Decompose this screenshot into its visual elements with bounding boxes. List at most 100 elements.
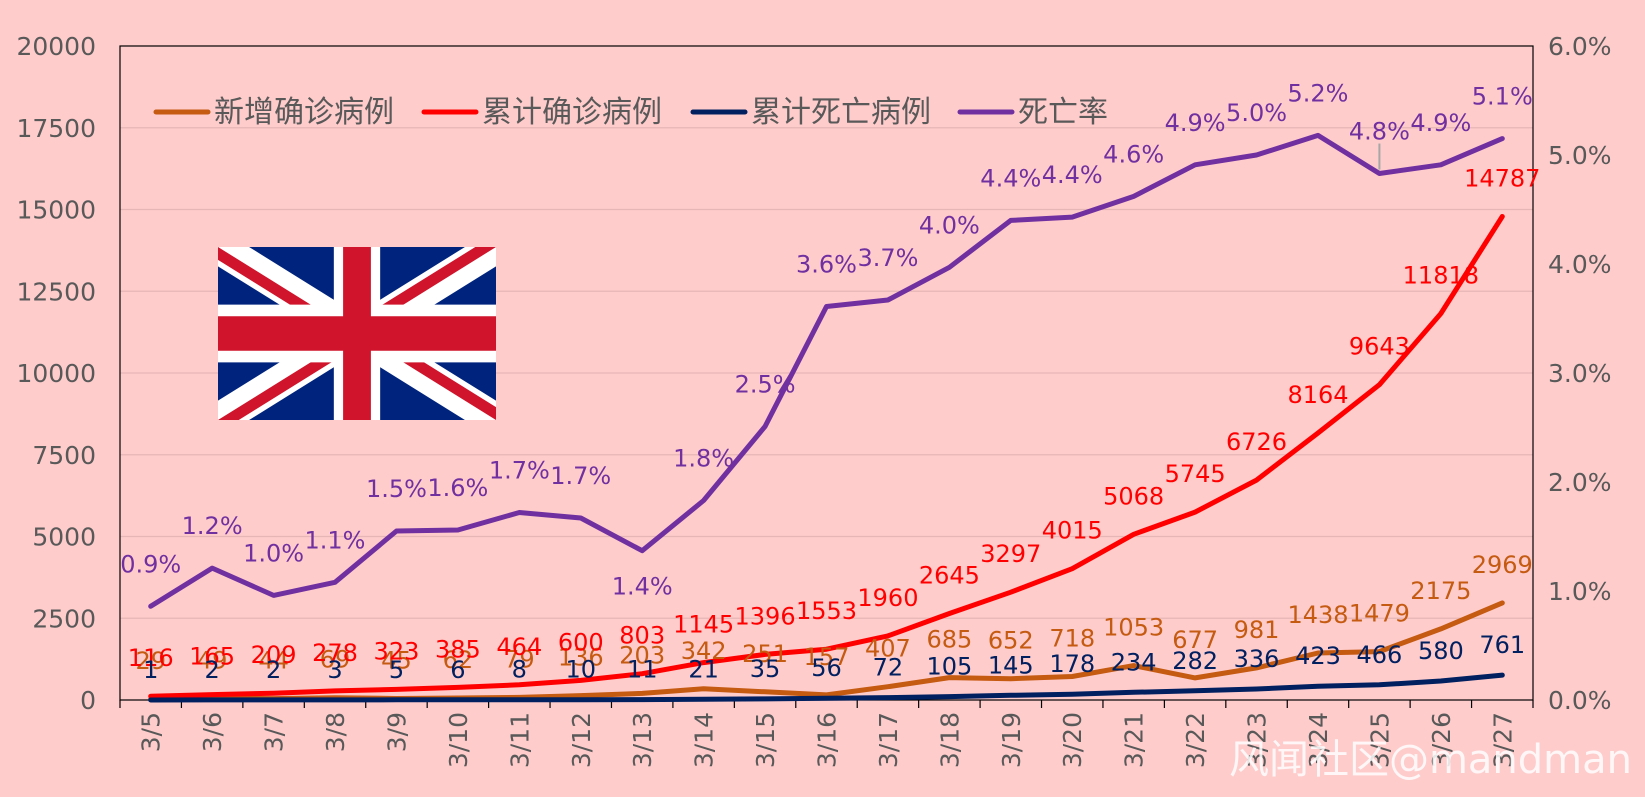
y-left-tick-label: 7500 xyxy=(32,441,96,470)
series-1-data-label: 1396 xyxy=(735,602,796,630)
series-0-data-label: 1053 xyxy=(1103,614,1164,642)
series-2-data-label: 35 xyxy=(750,655,781,683)
series-2-data-label: 234 xyxy=(1111,648,1157,676)
y-left-tick-label: 15000 xyxy=(16,196,96,225)
series-1-data-label: 278 xyxy=(312,639,358,667)
series-0-data-label: 29 xyxy=(135,647,166,675)
series-1-data-label: 116 xyxy=(128,644,174,672)
y-left-tick-label: 12500 xyxy=(16,277,96,306)
x-tick-label: 3/19 xyxy=(997,712,1026,768)
series-3-data-label: 1.8% xyxy=(673,445,734,473)
x-tick-label: 3/14 xyxy=(690,712,719,768)
y-left-tick-label: 17500 xyxy=(16,114,96,143)
series-2-data-label: 21 xyxy=(688,655,719,683)
series-0-data-label: 718 xyxy=(1049,625,1095,653)
series-3-data-label: 3.7% xyxy=(857,244,918,272)
y-right-tick-label: 2.0% xyxy=(1548,468,1612,497)
series-2-data-label: 10 xyxy=(565,656,596,684)
series-1-data-label: 1960 xyxy=(857,584,918,612)
series-0-data-label: 1479 xyxy=(1349,600,1410,628)
series-3-data-label: 3.6% xyxy=(796,251,857,279)
series-2-data-label: 8 xyxy=(512,656,527,684)
x-tick-label: 3/27 xyxy=(1488,712,1517,768)
series-1-data-label: 385 xyxy=(435,635,481,663)
y-right-tick-label: 6.0% xyxy=(1548,32,1612,61)
series-1-data-label: 4015 xyxy=(1042,517,1103,545)
series-3-data-label: 5.2% xyxy=(1287,79,1348,107)
series-3-data-label: 4.4% xyxy=(1042,161,1103,189)
series-0-data-label: 157 xyxy=(804,643,850,671)
series-3-data-label: 1.1% xyxy=(305,526,366,554)
x-tick-label: 3/25 xyxy=(1365,712,1394,768)
series-3-data-label: 4.6% xyxy=(1103,140,1164,168)
series-3-data-label: 2.5% xyxy=(735,370,796,398)
watermark: 风闻社区@mandman xyxy=(1229,737,1632,783)
series-0-data-label: 203 xyxy=(619,641,665,669)
y-left-tick-label: 2500 xyxy=(32,604,96,633)
series-3-data-label: 1.2% xyxy=(182,512,243,540)
series-3-data-label: 1.7% xyxy=(489,457,550,485)
y-right-tick-label: 3.0% xyxy=(1548,359,1612,388)
series-3-data-label: 4.0% xyxy=(919,211,980,239)
series-1-data-label: 14787 xyxy=(1464,164,1540,192)
series-0-data-label: 44 xyxy=(258,647,289,675)
series-0-data-label: 49 xyxy=(197,646,228,674)
x-tick-label: 3/20 xyxy=(1058,712,1087,768)
series-1-data-label: 6726 xyxy=(1226,428,1287,456)
series-3-data-label: 1.0% xyxy=(243,539,304,567)
series-0-data-label: 251 xyxy=(742,640,788,668)
series-0-data-label: 2175 xyxy=(1410,577,1471,605)
series-2-data-label: 105 xyxy=(926,653,972,681)
series-2-data-label: 11 xyxy=(627,656,658,684)
y-right-tick-label: 4.0% xyxy=(1548,250,1612,279)
series-3-data-label: 4.9% xyxy=(1410,109,1471,137)
y-left-tick-label: 0 xyxy=(80,686,96,715)
series-3-data-label: 1.4% xyxy=(612,573,673,601)
x-tick-label: 3/10 xyxy=(444,712,473,768)
series-3-data-label: 4.8% xyxy=(1349,118,1410,146)
series-0-data-label: 79 xyxy=(504,645,535,673)
x-tick-label: 3/18 xyxy=(935,712,964,768)
x-tick-label: 3/15 xyxy=(751,712,780,768)
series-1-data-label: 803 xyxy=(619,622,665,650)
x-tick-label: 3/13 xyxy=(628,712,657,768)
series-1-data-label: 209 xyxy=(251,641,297,669)
series-3-data-label: 5.1% xyxy=(1472,83,1533,111)
series-2-data-label: 2 xyxy=(266,656,281,684)
series-3-data-label: 1.5% xyxy=(366,475,427,503)
y-left-tick-label: 10000 xyxy=(16,359,96,388)
y-right-tick-label: 1.0% xyxy=(1548,577,1612,606)
series-1-data-label: 5068 xyxy=(1103,482,1164,510)
series-2-data-label: 580 xyxy=(1418,637,1464,665)
series-0-data-label: 1438 xyxy=(1287,601,1348,629)
series-2-line xyxy=(148,672,1505,703)
series-0-data-label: 342 xyxy=(681,637,727,665)
series-2-data-label: 282 xyxy=(1172,647,1218,675)
series-0-data-label: 69 xyxy=(320,646,351,674)
series-2-data-label: 761 xyxy=(1479,631,1525,659)
series-3-data-label: 1.7% xyxy=(550,462,611,490)
series-1-data-label: 1145 xyxy=(673,611,734,639)
y-left-tick-label: 5000 xyxy=(32,523,96,552)
legend-label: 累计死亡病例 xyxy=(751,95,931,130)
series-0-data-label: 677 xyxy=(1172,626,1218,654)
series-2-data-label: 3 xyxy=(327,656,342,684)
series-2-data-label: 56 xyxy=(811,654,842,682)
x-tick-label: 3/9 xyxy=(382,712,411,752)
x-tick-label: 3/6 xyxy=(198,712,227,752)
series-2-data-label: 2 xyxy=(205,656,220,684)
x-tick-label: 3/16 xyxy=(813,712,842,768)
series-1-data-label: 323 xyxy=(374,637,420,665)
series-1-data-label: 8164 xyxy=(1287,381,1348,409)
series-1-data-label: 5745 xyxy=(1165,460,1226,488)
data-labels: 29 49 44 69 45 62 79 136 203 342 251 157 407 685 652 71… xyxy=(120,79,1540,684)
series-3-data-label: 4.9% xyxy=(1165,109,1226,137)
series-0-data-label: 685 xyxy=(926,626,972,654)
legend: 新增确诊病例 累计确诊病例 累计死亡病例 死亡率 xyxy=(153,95,1108,130)
series-1-data-label: 2645 xyxy=(919,562,980,590)
series-2-data-label: 1 xyxy=(143,656,158,684)
series-0-data-label: 981 xyxy=(1234,616,1280,644)
series-3-line xyxy=(148,132,1505,609)
x-tick-label: 3/7 xyxy=(260,712,289,752)
